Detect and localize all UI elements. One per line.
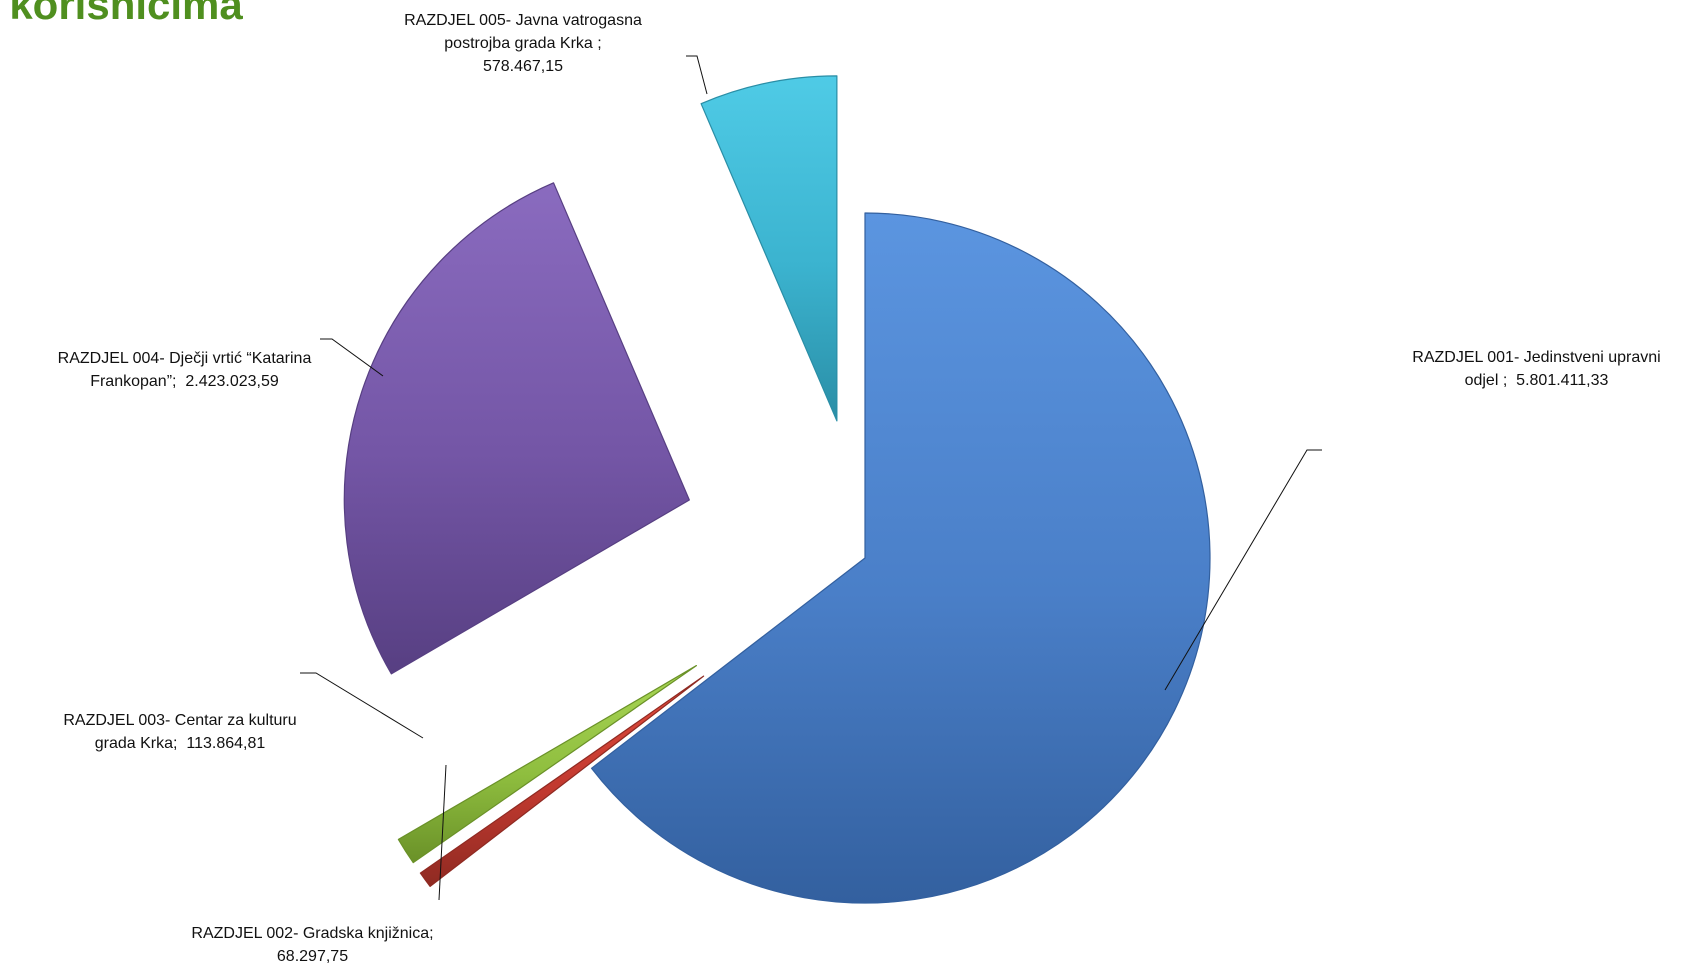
data-label-value: 113.864,81: [186, 735, 266, 752]
pie-slice-razdjel-002: [419, 675, 705, 887]
leader-line-razdjel-001: [1164, 449, 1322, 691]
data-label-razdjel-003: RAZDJEL 003- Centar za kulturu grada Krk…: [20, 709, 340, 755]
data-label-value: 2.423.023,59: [185, 373, 279, 390]
data-label-name-line: RAZDJEL 004- Dječji vrtić “Katarina: [57, 350, 312, 367]
data-label-name-line: RAZDJEL 005- Javna vatrogasna: [404, 12, 642, 29]
data-label-razdjel-002: RAZDJEL 002- Gradska knjižnica; 68.297,7…: [150, 922, 475, 968]
pie-slice-razdjel-001: [590, 212, 1211, 904]
data-label-razdjel-001: RAZDJEL 001- Jedinstveni upravni odjel ;…: [1384, 346, 1689, 392]
leader-line-razdjel-003: [300, 672, 424, 739]
data-label-name-line: RAZDJEL 003- Centar za kulturu: [63, 712, 297, 729]
data-label-name-line: grada Krka;: [94, 735, 178, 752]
data-label-value: 5.801.411,33: [1516, 372, 1609, 389]
data-label-value: 68.297,75: [276, 948, 349, 965]
page-title: o korisnicima: [0, 0, 243, 28]
data-label-razdjel-005: RAZDJEL 005- Javna vatrogasna postrojba …: [378, 9, 668, 78]
data-label-name-line: odjel ;: [1464, 372, 1508, 389]
data-label-name-line: RAZDJEL 002- Gradska knjižnica;: [191, 925, 434, 942]
data-label-razdjel-004: RAZDJEL 004- Dječji vrtić “Katarina Fran…: [12, 347, 357, 393]
data-label-name-line: RAZDJEL 001- Jedinstveni upravni: [1412, 349, 1661, 366]
leader-line-razdjel-002: [438, 764, 447, 901]
leader-line-razdjel-004: [320, 338, 384, 377]
pie-slice-razdjel-003: [397, 664, 697, 864]
data-label-name-line: postrojba grada Krka ;: [444, 35, 602, 52]
pie-slice-razdjel-004: [343, 182, 690, 675]
pie-slice-razdjel-005: [700, 75, 838, 422]
data-label-value: 578.467,15: [482, 58, 564, 75]
data-label-name-line: Frankopan”;: [90, 373, 177, 390]
leader-line-razdjel-005: [686, 55, 708, 95]
